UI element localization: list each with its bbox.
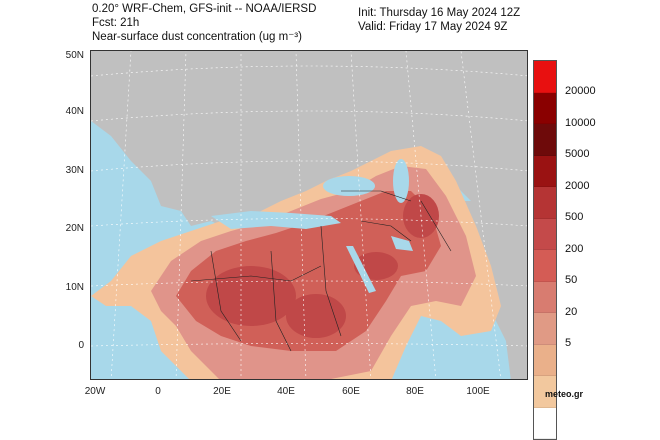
- persian-gulf: [391, 236, 413, 251]
- dust-core-sudan: [286, 294, 346, 338]
- lat-label-10n: 10N: [65, 282, 84, 293]
- colorbar-segment: [534, 61, 556, 93]
- land-britain: [186, 86, 213, 136]
- lon-label-40e: 40E: [277, 386, 295, 397]
- lon-label-100e: 100E: [466, 386, 490, 397]
- header-right: Init: Thursday 16 May 2024 12Z Valid: Fr…: [358, 6, 520, 34]
- header-left: 0.20° WRF-Chem, GFS-init -- NOAA/IERSD F…: [92, 2, 316, 44]
- colorbar-segment: [534, 281, 556, 313]
- colorbar-segment: [534, 187, 556, 219]
- colorbar-label: 10000: [565, 117, 596, 129]
- country-borders: [190, 190, 452, 352]
- lon-label-0: 0: [155, 386, 161, 397]
- lon-label-20w: 20W: [84, 386, 106, 397]
- colorbar-label: 2000: [565, 180, 590, 192]
- lat-label-30n: 30N: [65, 165, 84, 176]
- lon-label-60e: 60E: [342, 386, 360, 397]
- red-sea: [346, 246, 376, 293]
- colorbar-segment: [534, 407, 556, 439]
- field-title: Near-surface dust concentration (ug m⁻³): [92, 31, 302, 43]
- colorbar-segment: [534, 344, 556, 376]
- lat-label-50n: 50N: [65, 50, 84, 61]
- colorbar-segment: [534, 124, 556, 156]
- colorbar-label: 50: [565, 274, 578, 286]
- colorbar-segment: [534, 313, 556, 345]
- forecast-hour: Fcst: 21h: [92, 17, 140, 29]
- colorbar-segment: [534, 250, 556, 282]
- colorbar: [533, 60, 557, 440]
- dust-map: [90, 50, 528, 380]
- lon-label-20e: 20E: [213, 386, 231, 397]
- lat-label-20n: 20N: [65, 223, 84, 234]
- dust-core-sahara: [206, 266, 296, 326]
- colorbar-segment: [534, 218, 556, 250]
- colorbar-label: 5000: [565, 148, 590, 160]
- credit-text: meteo.gr: [545, 389, 584, 399]
- black-sea: [323, 176, 375, 196]
- graticule: [91, 51, 527, 379]
- colorbar-label: 500: [565, 211, 584, 223]
- lon-label-80e: 80E: [406, 386, 424, 397]
- valid-time: Valid: Friday 17 May 2024 9Z: [358, 21, 508, 33]
- lat-label-0: 0: [78, 340, 84, 351]
- colorbar-label: 200: [565, 243, 584, 255]
- mediterranean-sea: [211, 211, 341, 229]
- colorbar-label: 20000: [565, 85, 596, 97]
- init-time: Init: Thursday 16 May 2024 12Z: [358, 7, 521, 19]
- lat-label-40n: 40N: [65, 106, 84, 117]
- model-title: 0.20° WRF-Chem, GFS-init -- NOAA/IERSD: [92, 3, 317, 15]
- map-canvas: [91, 51, 527, 379]
- colorbar-label: 5: [565, 337, 572, 349]
- caspian-sea: [393, 159, 409, 203]
- colorbar-segment: [534, 92, 556, 124]
- colorbar-segment: [534, 155, 556, 187]
- colorbar-label: 20: [565, 306, 578, 318]
